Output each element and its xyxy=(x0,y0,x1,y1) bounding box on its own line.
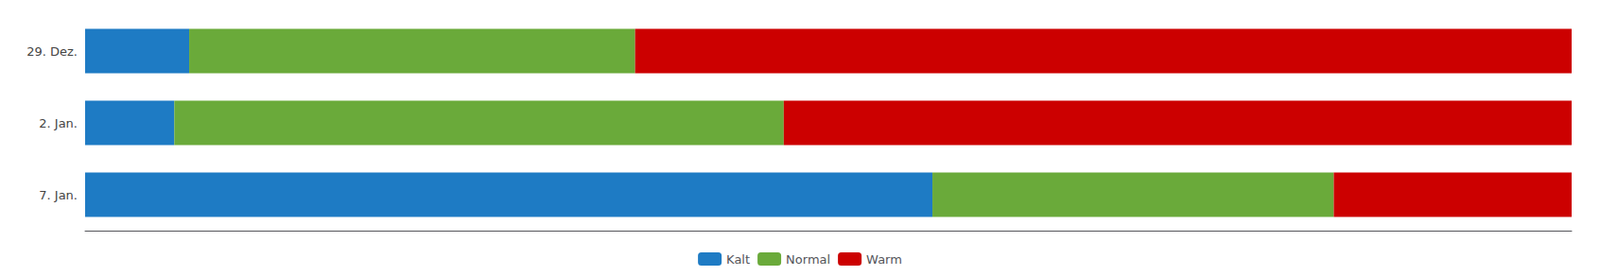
svg-text:Normal: Normal xyxy=(785,252,831,267)
svg-text:Kalt: Kalt xyxy=(726,252,750,267)
svg-text:29. Dez.: 29. Dez. xyxy=(26,44,78,59)
svg-text:2. Jan.: 2. Jan. xyxy=(38,116,78,131)
svg-text:Warm: Warm xyxy=(866,252,903,267)
svg-text:7. Jan.: 7. Jan. xyxy=(38,188,78,203)
